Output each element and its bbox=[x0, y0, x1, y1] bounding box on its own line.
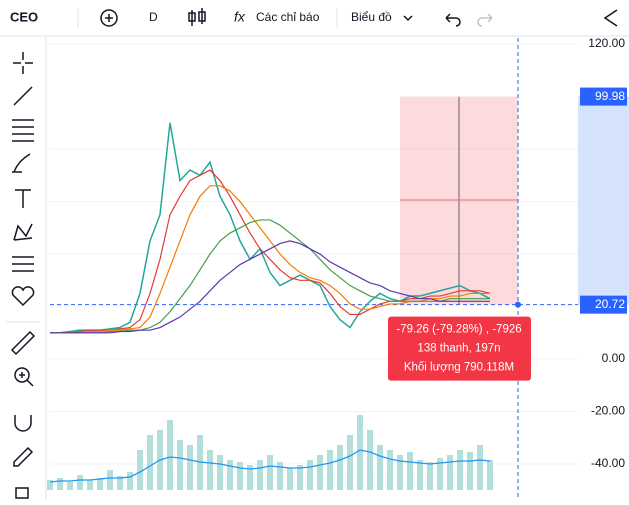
volume-bar bbox=[377, 445, 383, 490]
price-line bbox=[50, 169, 491, 334]
volume-bar bbox=[417, 460, 423, 490]
favorites-tool[interactable] bbox=[11, 286, 35, 307]
volume-bar bbox=[317, 455, 323, 490]
volume-bar bbox=[277, 462, 283, 490]
volume-bar bbox=[207, 450, 213, 490]
redo-icon[interactable] bbox=[477, 13, 493, 27]
add-symbol-icon bbox=[105, 14, 113, 22]
top-toolbar bbox=[0, 0, 629, 36]
volume-bar bbox=[217, 455, 223, 490]
left-toolbar bbox=[0, 37, 46, 500]
volume-bar bbox=[187, 445, 193, 490]
fx-icon: fx bbox=[234, 9, 246, 25]
chart-menu-button[interactable]: Biểu đồ bbox=[351, 10, 392, 24]
volume-bar bbox=[137, 450, 143, 490]
price-line bbox=[50, 122, 491, 334]
volume-bar bbox=[167, 420, 173, 490]
price-label: 20.72 bbox=[595, 297, 625, 311]
volume-bar bbox=[97, 478, 103, 490]
volume-ma-line bbox=[49, 449, 491, 483]
volume-bar bbox=[67, 482, 73, 490]
volume-bar bbox=[487, 460, 493, 490]
measure-info: 138 thanh, 197n bbox=[417, 343, 500, 355]
volume-bar bbox=[407, 452, 413, 490]
volume-bar bbox=[327, 450, 333, 490]
price-range-highlight bbox=[578, 96, 629, 305]
volume-bar bbox=[367, 430, 373, 490]
line-tool[interactable] bbox=[13, 86, 33, 106]
volume-bar bbox=[257, 460, 263, 490]
volume-bar bbox=[177, 440, 183, 490]
volume-bar bbox=[77, 475, 83, 490]
volume-bar bbox=[47, 480, 53, 490]
measure-info: Khối lượng 790.118M bbox=[404, 362, 514, 374]
fib-tool[interactable] bbox=[12, 119, 34, 142]
crosshair-dot bbox=[515, 301, 521, 308]
volume-bar bbox=[127, 472, 133, 490]
volume-bar bbox=[477, 445, 483, 490]
price-line bbox=[50, 240, 490, 334]
volume-bar bbox=[287, 468, 293, 490]
crosshair-tool[interactable] bbox=[13, 52, 33, 74]
volume-bar bbox=[57, 478, 63, 490]
interval[interactable]: D bbox=[149, 10, 158, 24]
magnet-tool[interactable] bbox=[14, 415, 32, 432]
volume-bar bbox=[427, 462, 433, 490]
volume-bar bbox=[227, 460, 233, 490]
measure-info: -79.26 (-79.28%) , -7926 bbox=[396, 324, 521, 336]
lock-tool[interactable] bbox=[15, 487, 29, 499]
undo-icon[interactable] bbox=[445, 13, 461, 27]
volume-bar bbox=[107, 470, 113, 490]
indicators-button[interactable]: Các chỉ báo bbox=[256, 10, 320, 24]
volume-bar bbox=[397, 455, 403, 490]
volume-bar bbox=[337, 445, 343, 490]
ruler-tool[interactable] bbox=[10, 330, 36, 356]
volume-bar bbox=[467, 452, 473, 490]
volume-bar bbox=[387, 450, 393, 490]
volume-bar bbox=[267, 455, 273, 490]
lock-draw-tool[interactable] bbox=[13, 446, 34, 467]
share-icon[interactable] bbox=[603, 9, 618, 27]
volume-bar bbox=[437, 458, 443, 490]
volume-bar bbox=[117, 476, 123, 490]
zoom-tool bbox=[19, 372, 34, 387]
chart-type-icon[interactable] bbox=[188, 8, 206, 26]
price-label-box bbox=[580, 87, 627, 106]
text-tool[interactable] bbox=[15, 189, 31, 208]
dropdown-icon bbox=[403, 15, 413, 22]
zoom-tool[interactable] bbox=[14, 367, 30, 383]
y-tick-label: 0.00 bbox=[602, 351, 626, 365]
volume-bar bbox=[307, 460, 313, 490]
volume-bar bbox=[357, 415, 363, 490]
price-label-box bbox=[580, 295, 627, 314]
symbol[interactable]: CEO bbox=[10, 9, 38, 24]
brush-tool[interactable] bbox=[12, 153, 31, 173]
projection-tool[interactable] bbox=[12, 256, 34, 272]
y-tick-label: -20.00 bbox=[591, 404, 625, 418]
volume-bar bbox=[457, 450, 463, 490]
price-label: 99.98 bbox=[595, 89, 625, 103]
volume-bar bbox=[237, 462, 243, 490]
volume-bar bbox=[347, 435, 353, 490]
volume-bar bbox=[147, 435, 153, 490]
volume-bar bbox=[297, 465, 303, 490]
y-tick-label: -40.00 bbox=[591, 456, 625, 470]
measure-tooltip bbox=[388, 316, 531, 381]
y-tick-label: 120.00 bbox=[588, 36, 625, 50]
volume-bar bbox=[447, 455, 453, 490]
volume-bar bbox=[87, 480, 93, 490]
volume-bar bbox=[247, 465, 253, 490]
pattern-tool[interactable] bbox=[13, 223, 33, 241]
add-symbol-icon[interactable] bbox=[100, 9, 118, 27]
